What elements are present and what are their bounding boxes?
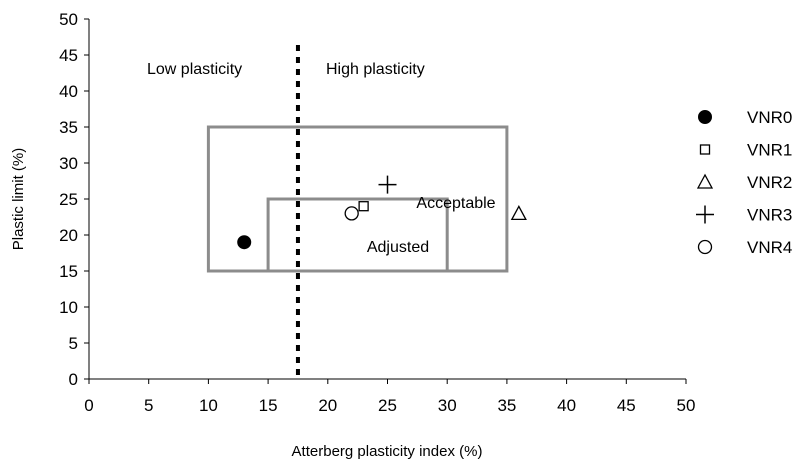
y-tick-label: 5 [69, 334, 78, 353]
x-axis-title: Atterberg plasticity index (%) [292, 443, 483, 460]
annotation-low-plasticity: Low plasticity [147, 61, 242, 78]
y-tick-label: 50 [59, 10, 78, 29]
y-tick-label: 10 [59, 298, 78, 317]
x-tick-label: 10 [199, 396, 218, 415]
legend-marker-vnr2 [696, 173, 714, 189]
y-axis-title: Plastic limit (%) [10, 148, 27, 251]
y-tick-label: 0 [69, 370, 78, 389]
x-tick-label: 15 [259, 396, 278, 415]
region-label-adjusted: Adjusted [367, 239, 429, 256]
x-tick-label: 20 [318, 396, 337, 415]
x-tick-label: 5 [144, 396, 153, 415]
legend-marker-vnr1 [699, 144, 711, 155]
x-tick-label: 45 [617, 396, 636, 415]
data-point-vnr1 [358, 201, 369, 212]
annotation-high-plasticity: High plasticity [326, 61, 425, 78]
legend-marker-vnr4 [697, 239, 713, 255]
legend-marker-vnr3 [696, 205, 714, 224]
y-tick-label: 35 [59, 118, 78, 137]
x-tick-label: 30 [438, 396, 457, 415]
region-label-acceptable: Acceptable [416, 195, 495, 212]
axes: 0 5 10 15 20 25 30 35 40 45 50 0 5 10 15 20 25 30 35 40 45 50… [10, 10, 695, 460]
x-tick-label: 40 [557, 396, 576, 415]
region-adjusted-box [266, 197, 449, 273]
x-tick-label: 0 [84, 396, 93, 415]
y-tick-label: 20 [59, 226, 78, 245]
x-tick-label: 25 [378, 396, 397, 415]
y-tick-label: 15 [59, 262, 78, 281]
data-point-vnr0 [237, 235, 252, 250]
y-tick-label: 25 [59, 190, 78, 209]
legend: VNR0 VNR1 VNR2 VNR3 VNR4 [696, 108, 792, 257]
data-point-vnr2 [510, 205, 527, 221]
x-tick-label: 50 [677, 396, 696, 415]
y-tick-label: 40 [59, 82, 78, 101]
legend-label-vnr0: VNR0 [747, 108, 792, 127]
data-point-vnr4 [344, 206, 359, 221]
legend-label-vnr2: VNR2 [747, 173, 792, 192]
legend-label-vnr1: VNR1 [747, 141, 792, 160]
data-point-vnr3 [378, 175, 397, 194]
legend-marker-vnr0 [698, 110, 712, 124]
y-tick-label: 30 [59, 154, 78, 173]
y-tick-label: 45 [59, 46, 78, 65]
legend-label-vnr3: VNR3 [747, 206, 792, 225]
plot-area: Acceptable Adjusted Low plasticity High pla… [147, 45, 527, 379]
x-tick-label: 35 [497, 396, 516, 415]
legend-label-vnr4: VNR4 [747, 238, 792, 257]
